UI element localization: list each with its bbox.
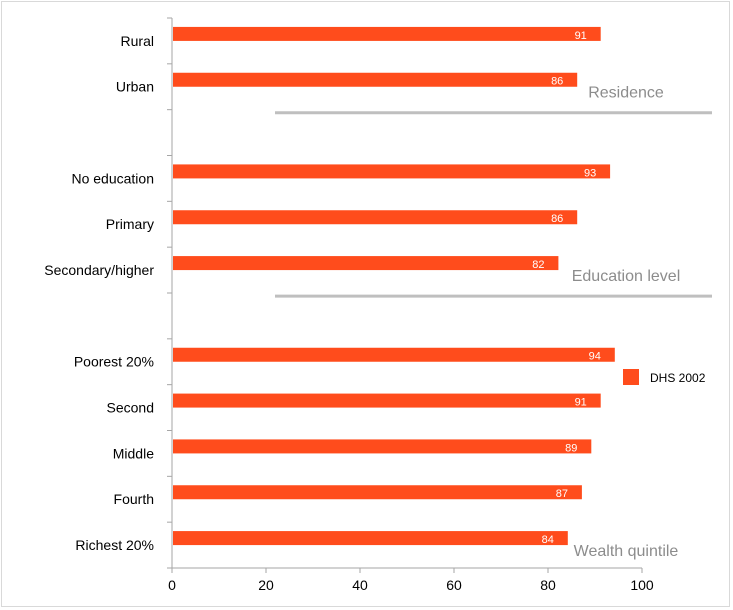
x-tick-label: 60 <box>446 577 462 593</box>
data-label: 84 <box>542 534 554 546</box>
x-tick-label: 40 <box>352 577 368 593</box>
data-label: 82 <box>532 259 544 271</box>
x-tick-label: 100 <box>630 577 654 593</box>
bar <box>173 26 601 41</box>
group-label: Residence <box>588 85 664 102</box>
group-label: Education level <box>572 268 681 285</box>
x-tick-label: 80 <box>540 577 556 593</box>
data-label: 91 <box>575 30 587 42</box>
bar <box>173 72 578 87</box>
category-label: Poorest 20% <box>74 354 154 370</box>
data-label: 91 <box>575 397 587 409</box>
data-label: 93 <box>584 167 596 179</box>
bar <box>173 347 615 362</box>
category-label: No education <box>71 170 154 186</box>
bar <box>173 485 582 500</box>
group-label: Wealth quintile <box>574 543 679 560</box>
data-label: 86 <box>551 76 563 88</box>
category-label: Rural <box>121 33 154 49</box>
category-label: Secondary/higher <box>44 262 154 278</box>
data-label: 94 <box>589 351 601 363</box>
category-label: Urban <box>116 79 154 95</box>
bar <box>173 439 592 454</box>
bar <box>173 393 601 408</box>
x-tick-label: 0 <box>168 577 176 593</box>
data-label: 87 <box>556 488 568 500</box>
data-label: 86 <box>551 213 563 225</box>
x-tick-label: 20 <box>258 577 274 593</box>
category-label: Richest 20% <box>75 537 154 553</box>
category-label: Middle <box>113 445 154 461</box>
bar <box>173 531 568 546</box>
bar <box>173 164 611 179</box>
category-label: Fourth <box>114 491 154 507</box>
legend-label: DHS 2002 <box>650 371 706 385</box>
bar <box>173 210 578 225</box>
category-label: Primary <box>106 216 154 232</box>
bar <box>173 256 559 271</box>
legend-swatch <box>623 369 639 385</box>
category-label: Second <box>107 400 154 416</box>
data-label: 89 <box>565 442 577 454</box>
